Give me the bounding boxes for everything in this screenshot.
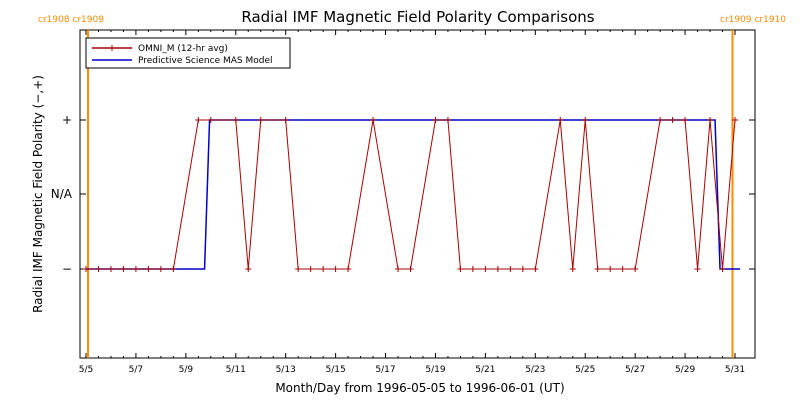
omni-point <box>195 117 202 123</box>
omni-point <box>582 117 589 123</box>
omni-point <box>632 266 639 272</box>
omni-point <box>532 266 539 272</box>
omni-point <box>370 117 377 123</box>
omni-point <box>482 266 489 272</box>
omni-point <box>494 266 501 272</box>
x-tick-label: 5/25 <box>575 365 595 375</box>
omni-point <box>594 266 601 272</box>
omni-point <box>432 117 439 123</box>
omni-point <box>157 266 164 272</box>
omni-point <box>207 117 214 123</box>
omni-point <box>307 266 314 272</box>
omni-point <box>519 266 526 272</box>
omni-point <box>257 117 264 123</box>
omni-point <box>507 266 514 272</box>
axis-ticks: 5/5 5/7 5/9 5/11 5/13 5/15 5/17 5/19 5/21 5/23 5/2… <box>51 30 755 375</box>
x-tick-label: 5/7 <box>129 365 143 375</box>
omni-point <box>444 117 451 123</box>
x-tick-label: 5/5 <box>79 365 93 375</box>
omni-point <box>457 266 464 272</box>
y-tick-label: + <box>62 113 72 127</box>
x-tick-label: 5/31 <box>725 365 745 375</box>
omni-point <box>320 266 327 272</box>
x-tick-label: 5/9 <box>179 365 194 375</box>
omni-point <box>245 266 252 272</box>
omni-point <box>657 117 664 123</box>
omni-point <box>607 266 614 272</box>
y-axis-label: Radial IMF Magnetic Field Polarity (−,+) <box>31 75 45 313</box>
omni-point <box>170 266 177 272</box>
carrington-markers <box>86 30 734 358</box>
x-tick-label: 5/17 <box>375 365 395 375</box>
omni-point <box>120 266 127 272</box>
x-tick-label: 5/21 <box>475 365 495 375</box>
omni-point <box>569 266 576 272</box>
omni-point <box>232 117 239 123</box>
omni-point <box>282 117 289 123</box>
legend-box <box>85 37 291 69</box>
legend-label-omni: OMNI_M (12-hr avg) <box>138 44 228 54</box>
omni-point <box>469 266 476 272</box>
y-tick-label: N/A <box>51 187 73 201</box>
omni-point <box>95 266 102 272</box>
omni-point <box>557 117 564 123</box>
x-tick-label: 5/19 <box>425 365 445 375</box>
omni-point <box>345 266 352 272</box>
omni-point <box>83 266 89 272</box>
omni-point <box>707 117 714 123</box>
carrington-label-right: cr1909 cr1910 <box>720 15 786 25</box>
omni-point <box>295 266 302 272</box>
omni-point <box>132 266 139 272</box>
legend-marker-omni <box>109 45 115 51</box>
x-tick-label: 5/15 <box>326 365 346 375</box>
y-tick-label: − <box>62 262 72 276</box>
x-tick-label: 5/11 <box>226 365 246 375</box>
series-lines <box>86 119 740 270</box>
omni-point <box>669 117 676 123</box>
omni-point <box>145 266 152 272</box>
mas-model-line <box>86 119 740 270</box>
x-tick-label: 5/23 <box>525 365 545 375</box>
omni-point <box>107 266 114 272</box>
legend: OMNI_M (12-hr avg) Predictive Science MAS… <box>85 37 291 69</box>
series-points <box>83 117 738 272</box>
omni-point <box>619 266 626 272</box>
chart-title: Radial IMF Magnetic Field Polarity Compa… <box>241 8 594 26</box>
omni-point <box>732 117 738 123</box>
omni-line <box>86 119 736 270</box>
carrington-label-left: cr1908 cr1909 <box>38 15 104 25</box>
omni-point <box>332 266 339 272</box>
omni-point <box>694 266 701 272</box>
omni-point <box>682 117 689 123</box>
x-tick-label: 5/27 <box>625 365 645 375</box>
omni-point <box>407 266 414 272</box>
omni-point <box>719 266 726 272</box>
plot-frame <box>79 29 756 359</box>
x-tick-label: 5/29 <box>675 365 695 375</box>
legend-label-mas: Predictive Science MAS Model <box>138 56 273 66</box>
x-tick-label: 5/13 <box>276 365 296 375</box>
x-axis-label: Month/Day from 1996-05-05 to 1996-06-01 … <box>275 381 564 395</box>
omni-point <box>395 266 402 272</box>
